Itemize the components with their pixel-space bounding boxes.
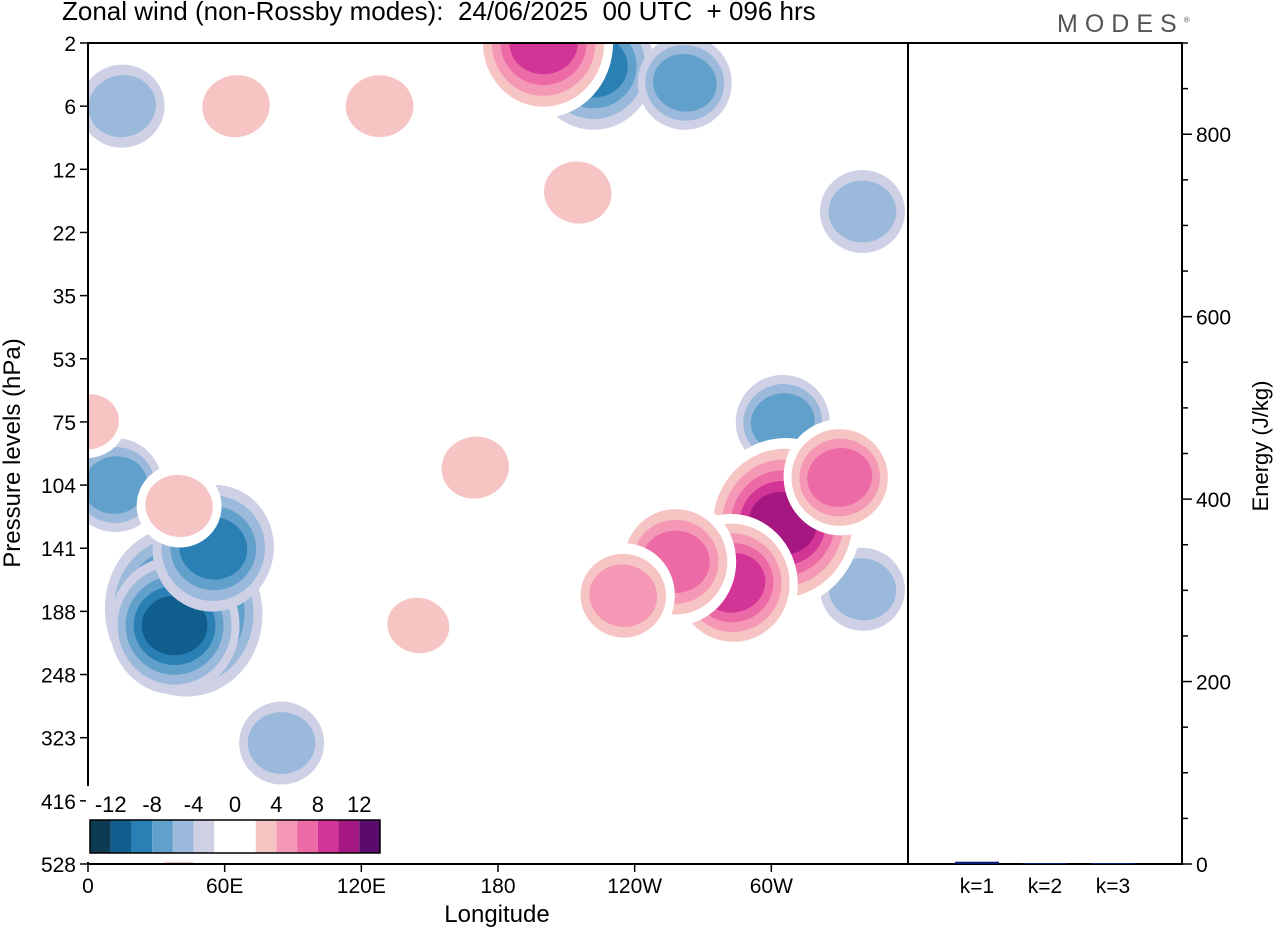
colorbar-label: 8 (312, 792, 324, 817)
heatmap-feature (474, 43, 614, 118)
heatmap-feature (193, 64, 279, 148)
x-tick-label: 180 (480, 875, 515, 898)
colorbar-swatch (276, 820, 298, 853)
energy-category-label: k=2 (1028, 875, 1062, 898)
contour-level (750, 393, 815, 451)
contour-level (247, 712, 316, 774)
contour-level (807, 448, 873, 507)
energy-bar (1091, 863, 1135, 864)
energy-bars: k=1 k=2 k=3 (955, 861, 1135, 898)
colorbar-swatch (131, 820, 153, 853)
y-tick-label: 248 (41, 665, 76, 688)
heatmap-feature (571, 543, 675, 649)
contour-level (652, 54, 717, 112)
colorbar-swatch (255, 820, 277, 853)
energy-tick-label: 0 (1196, 854, 1208, 877)
energy-tick-label: 800 (1196, 124, 1231, 147)
heatmap-feature (535, 151, 621, 235)
colorbar-swatch (193, 820, 215, 853)
heatmap-feature (819, 170, 905, 254)
y-tick-label: 53 (53, 349, 76, 372)
contour-level (589, 564, 658, 627)
contour-level (345, 75, 414, 138)
y-tick-label: 35 (53, 286, 76, 309)
contour-level (88, 456, 148, 514)
energy-category-label: k=1 (960, 875, 994, 898)
energy-tick-label: 600 (1196, 307, 1231, 330)
y-tick-label: 104 (41, 475, 76, 498)
contour-level (828, 180, 897, 243)
y-tick-label: 188 (41, 601, 76, 624)
heatmap-feature (380, 589, 457, 662)
contour-level (387, 597, 450, 654)
x-axis-label: Longitude (444, 901, 549, 928)
contour-level (88, 75, 156, 138)
colorbar-swatch (235, 820, 256, 853)
energy-panel-frame (907, 42, 1183, 865)
heatmap-feature (637, 43, 732, 130)
y-tick-label: 75 (53, 412, 76, 435)
energy-axis-label: Energy (J/kg) (1248, 381, 1273, 512)
y-tick-label: 141 (41, 538, 76, 561)
x-tick-label: 0 (82, 875, 94, 898)
heatmap-feature (136, 464, 222, 548)
colorbar-swatch (90, 820, 111, 853)
modes-logo: MODES® (1057, 10, 1190, 38)
colorbar-label: 12 (347, 792, 371, 817)
energy-axes: 0 200 400 600 800 Energy (J/kg) (1182, 42, 1273, 877)
logo-text: MODES (1057, 10, 1184, 38)
colorbar-label: 0 (229, 792, 241, 817)
colorbar-swatch (214, 820, 235, 853)
contour-level (828, 558, 897, 621)
chart-title: Zonal wind (non-Rossby modes): 24/06/202… (62, 0, 816, 26)
y-tick-label: 323 (41, 728, 76, 751)
heatmap-feature (88, 64, 165, 148)
y-tick-label: 416 (41, 791, 76, 814)
energy-bar (1023, 863, 1067, 864)
colorbar-label: -8 (142, 792, 162, 817)
y-axis-label: Pressure levels (hPa) (0, 338, 26, 567)
colorbar-label: -4 (184, 792, 204, 817)
colorbar-swatch (152, 820, 173, 853)
heatmap-feature (432, 426, 518, 510)
x-tick-label: 120W (607, 875, 662, 898)
energy-category-label: k=3 (1096, 875, 1130, 898)
contour-level (141, 595, 208, 656)
colorbar-swatch (297, 820, 318, 853)
heatmap-feature (88, 438, 163, 533)
colorbar-swatch (172, 820, 194, 853)
heatmap-feature (239, 701, 325, 785)
colorbar-swatch (359, 820, 380, 853)
contour-level (441, 436, 509, 499)
contour-level (543, 161, 612, 224)
colorbar-swatch (110, 820, 132, 853)
colorbar-frame (89, 819, 381, 854)
y-tick-label: 2 (64, 33, 76, 56)
colorbar: -12 -8 -4 0 4 8 12 (86, 786, 384, 862)
x-tick-label: 120E (337, 875, 386, 898)
heatmap-feature (783, 419, 896, 536)
heatmap-feature (337, 64, 423, 148)
contour-level (145, 474, 213, 537)
y-tick-label: 528 (41, 854, 76, 877)
energy-tick-label: 400 (1196, 489, 1231, 512)
contour-level (202, 75, 270, 138)
colorbar-swatch (338, 820, 360, 853)
y-tick-label: 22 (53, 222, 76, 245)
heatmap-field (88, 43, 905, 864)
x-tick-label: 60W (750, 875, 793, 898)
y-tick-label: 12 (53, 159, 76, 182)
x-tick-label: 60E (206, 875, 243, 898)
colorbar-label: 4 (270, 792, 282, 817)
energy-bar (955, 861, 999, 864)
contour-level (509, 43, 578, 75)
energy-tick-label: 200 (1196, 672, 1231, 695)
y-tick-label: 6 (64, 96, 76, 119)
heatmap-feature (152, 484, 274, 612)
colorbar-swatch (317, 820, 339, 853)
colorbar-label: -12 (95, 792, 127, 817)
